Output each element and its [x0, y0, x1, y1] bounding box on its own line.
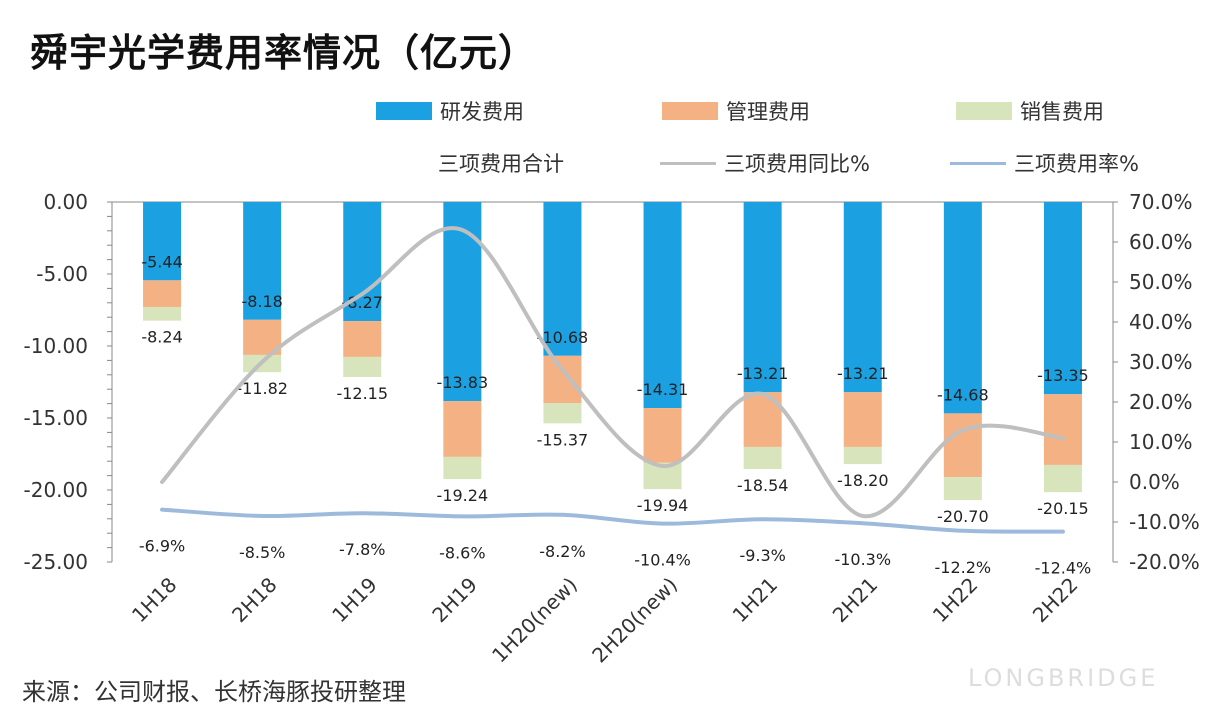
legend-total: 三项费用合计: [438, 152, 564, 176]
watermark: LONGBRIDGE: [968, 664, 1159, 692]
bar-rd: [743, 202, 782, 393]
rate-data-label: -12.2%: [935, 558, 992, 577]
total-data-label: -18.54: [737, 476, 789, 495]
bar-sales: [943, 477, 982, 501]
left-tick-label: -15.00: [24, 406, 88, 430]
rate-data-label: -8.2%: [539, 542, 585, 561]
rd-data-label: -5.44: [141, 252, 182, 271]
rd-data-label: -10.68: [537, 328, 589, 347]
bar-sales: [743, 446, 782, 469]
total-data-label: -20.15: [1037, 499, 1089, 518]
rate-data-label: -10.3%: [834, 550, 891, 569]
total-data-label: -19.94: [637, 496, 689, 515]
bar-rd: [643, 202, 682, 409]
x-tick-label: 1H18: [127, 573, 182, 628]
legend-sales: 销售费用: [956, 96, 1104, 126]
rate-data-label: -9.3%: [739, 546, 785, 565]
left-tick-label: -5.00: [36, 262, 88, 286]
bar-rd: [843, 202, 882, 393]
bar-rd: [543, 202, 582, 356]
bar-mgmt: [143, 280, 182, 307]
bar-mgmt: [543, 355, 582, 404]
right-tick-label: -10.0%: [1129, 510, 1200, 534]
bar-sales: [843, 446, 882, 465]
x-tick-label: 2H18: [227, 573, 282, 628]
right-tick-label: 50.0%: [1129, 270, 1193, 294]
rd-data-label: -14.31: [637, 380, 689, 399]
x-tick-label: 1H20(new): [487, 573, 582, 668]
bar-mgmt: [1043, 394, 1082, 465]
x-tick-label: 2H21: [828, 573, 883, 628]
bar-rd: [1043, 202, 1082, 395]
bar-sales: [543, 403, 582, 424]
right-tick-label: 40.0%: [1129, 310, 1193, 334]
bar-mgmt: [943, 413, 982, 478]
bar-mgmt: [643, 408, 682, 463]
bar-sales: [343, 356, 382, 377]
source-note: 来源：公司财报、长桥海豚投研整理: [22, 678, 406, 706]
right-tick-label: 20.0%: [1129, 390, 1193, 414]
legend-yoy: 三项费用同比%: [660, 148, 870, 178]
right-tick-label: -20.0%: [1129, 550, 1200, 574]
right-tick-label: 70.0%: [1129, 190, 1193, 214]
bar-mgmt: [843, 392, 882, 447]
x-tick-label: 2H19: [427, 573, 482, 628]
bar-rd: [443, 202, 482, 402]
bar-rd: [943, 202, 982, 414]
bar-mgmt: [343, 321, 382, 357]
bar-mgmt: [443, 401, 482, 457]
x-tick-label: 2H22: [1028, 573, 1083, 628]
rd-data-label: -8.27: [342, 293, 383, 312]
right-tick-label: 10.0%: [1129, 430, 1193, 454]
rd-data-label: -8.18: [241, 292, 282, 311]
rate-data-label: -10.4%: [634, 551, 691, 570]
rate-data-label: -8.5%: [239, 543, 285, 562]
legend-rate: 三项费用率%: [950, 148, 1139, 178]
bar-rd: [143, 202, 182, 281]
total-data-label: -18.20: [837, 471, 889, 490]
bar-sales: [143, 306, 182, 321]
total-data-label: -11.82: [236, 379, 288, 398]
x-tick-label: 1H22: [928, 573, 983, 628]
rd-data-label: -13.83: [437, 373, 489, 392]
x-tick-label: 1H21: [728, 573, 783, 628]
rate-line: [160, 507, 1065, 534]
total-data-label: -19.24: [437, 486, 489, 505]
yoy-line: [160, 226, 1065, 519]
rate-data-label: -8.6%: [439, 543, 485, 562]
right-tick-label: 0.0%: [1129, 470, 1180, 494]
bar-sales: [1043, 464, 1082, 493]
left-tick-label: 0.00: [43, 190, 88, 214]
left-tick-label: -10.00: [24, 334, 88, 358]
left-tick-label: -25.00: [24, 550, 88, 574]
legend-rd: 研发费用: [376, 96, 524, 126]
chart-title: 舜宇光学费用率情况（亿元）: [30, 31, 538, 75]
x-tick-label: 2H20(new): [587, 573, 682, 668]
rd-data-label: -13.21: [737, 364, 789, 383]
rate-data-label: -12.4%: [1035, 559, 1092, 578]
total-data-label: -12.15: [336, 384, 388, 403]
legend-mgmt: 管理费用: [662, 96, 810, 126]
x-tick-label: 1H19: [327, 573, 382, 628]
total-data-label: -8.24: [141, 328, 182, 347]
total-data-label: -15.37: [537, 430, 589, 449]
rate-data-label: -6.9%: [139, 537, 185, 556]
right-tick-label: 30.0%: [1129, 350, 1193, 374]
total-data-label: -20.70: [937, 507, 989, 526]
rd-data-label: -13.21: [837, 364, 889, 383]
rate-data-label: -7.8%: [339, 540, 385, 559]
left-tick-label: -20.00: [24, 478, 88, 502]
bar-sales: [443, 456, 482, 480]
right-tick-label: 60.0%: [1129, 230, 1193, 254]
rd-data-label: -14.68: [937, 385, 989, 404]
bar-rd: [243, 202, 282, 320]
rd-data-label: -13.35: [1037, 366, 1089, 385]
